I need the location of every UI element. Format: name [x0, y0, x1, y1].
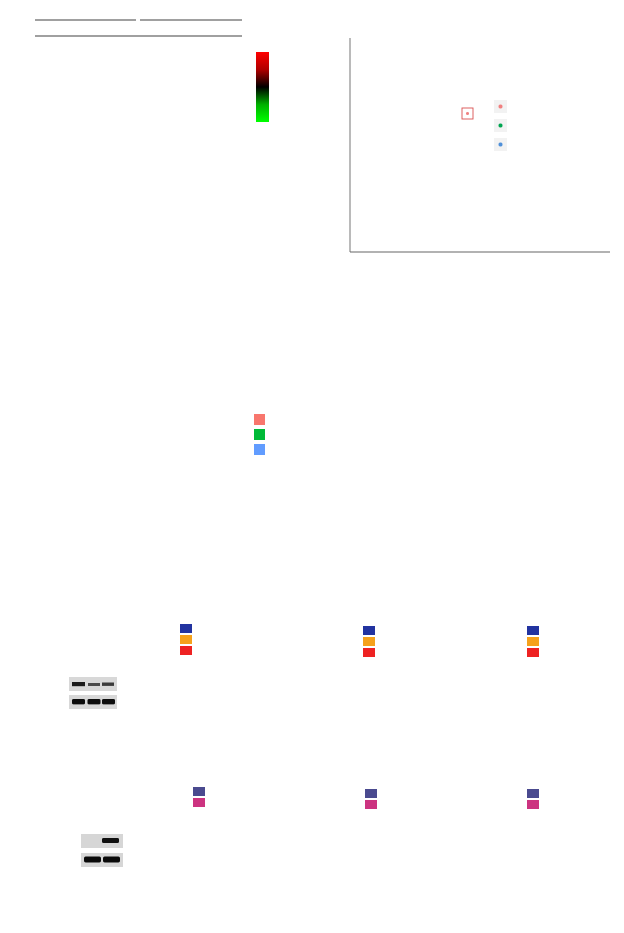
k-legend-swatch-pcdna	[365, 789, 377, 798]
j-legend	[193, 787, 205, 807]
legend-dot-up	[498, 104, 503, 109]
f-legend-swatch-shcontrol	[180, 624, 192, 633]
volcano-annotation	[461, 107, 474, 120]
l-legend	[527, 789, 539, 809]
g-legend-swatch-shgsdmb1	[363, 637, 375, 646]
panel-d	[312, 290, 624, 610]
h-legend	[527, 626, 539, 657]
western-blot-e	[69, 677, 117, 709]
panel-b	[312, 0, 624, 290]
k-legend	[365, 789, 377, 809]
western-blot-i	[81, 834, 123, 867]
j-legend-swatch-pcdna	[193, 787, 205, 796]
band-gsdmb-lane2	[88, 683, 100, 686]
go-enrichment-chart	[254, 414, 265, 455]
band-gapdh-lane2	[87, 699, 101, 705]
go-legend	[254, 414, 265, 455]
panel-h-chart	[527, 626, 539, 657]
panel-g	[300, 610, 460, 765]
panel-e	[0, 610, 125, 765]
band-flag-lane2	[102, 838, 119, 843]
band-gapdh-lane1	[72, 699, 85, 705]
panel-h	[455, 610, 624, 765]
band-gsdmb-lane3	[102, 682, 114, 686]
panel-j	[145, 765, 300, 933]
panel-f	[125, 610, 300, 765]
band-gapdh-i-lane2	[103, 856, 120, 863]
k-legend-swatch-flag	[365, 800, 377, 809]
blot-bands-gsdmb	[72, 682, 114, 687]
volcano-plot	[349, 38, 610, 253]
volcano-legend	[494, 100, 507, 151]
igfbp3-highlight-box	[461, 107, 474, 120]
panel-f-chart	[180, 624, 192, 655]
heatmap-figure	[35, 19, 269, 122]
band-gapdh-lane3	[102, 699, 115, 705]
h-legend-swatch-shgsdmb1	[527, 637, 539, 646]
go-legend-swatch-cc	[254, 429, 265, 440]
panel-i	[0, 765, 145, 933]
panel-k	[300, 765, 460, 933]
panel-k-chart	[365, 789, 377, 809]
expression-colorbar	[256, 52, 269, 122]
f-legend-swatch-shgsdmb2	[180, 646, 192, 655]
g-legend	[363, 626, 375, 657]
kegg-enrichment-chart	[312, 290, 624, 610]
blot-bands-gapdh	[72, 699, 115, 705]
l-legend-swatch-flag	[527, 800, 539, 809]
l-legend-swatch-pcdna	[527, 789, 539, 798]
panel-a	[0, 0, 312, 290]
j-legend-swatch-flag	[193, 798, 205, 807]
panel-j-chart	[193, 787, 205, 807]
f-legend-swatch-shgsdmb1	[180, 635, 192, 644]
legend-dot-no	[498, 142, 503, 147]
h-legend-swatch-shcontrol	[527, 626, 539, 635]
go-legend-swatch-bp	[254, 414, 265, 425]
igfbp3-point	[466, 112, 469, 115]
band-gsdmb-lane1	[72, 682, 85, 687]
band-gapdh-i-lane1	[84, 856, 101, 863]
panel-g-chart	[363, 626, 375, 657]
panel-c	[0, 290, 312, 610]
f-legend	[180, 624, 192, 655]
panel-l	[455, 765, 624, 933]
g-legend-swatch-shgsdmb2	[363, 648, 375, 657]
g-legend-swatch-shcontrol	[363, 626, 375, 635]
h-legend-swatch-shgsdmb2	[527, 648, 539, 657]
legend-dot-down	[498, 123, 503, 128]
panel-l-chart	[527, 789, 539, 809]
go-legend-swatch-mf	[254, 444, 265, 455]
